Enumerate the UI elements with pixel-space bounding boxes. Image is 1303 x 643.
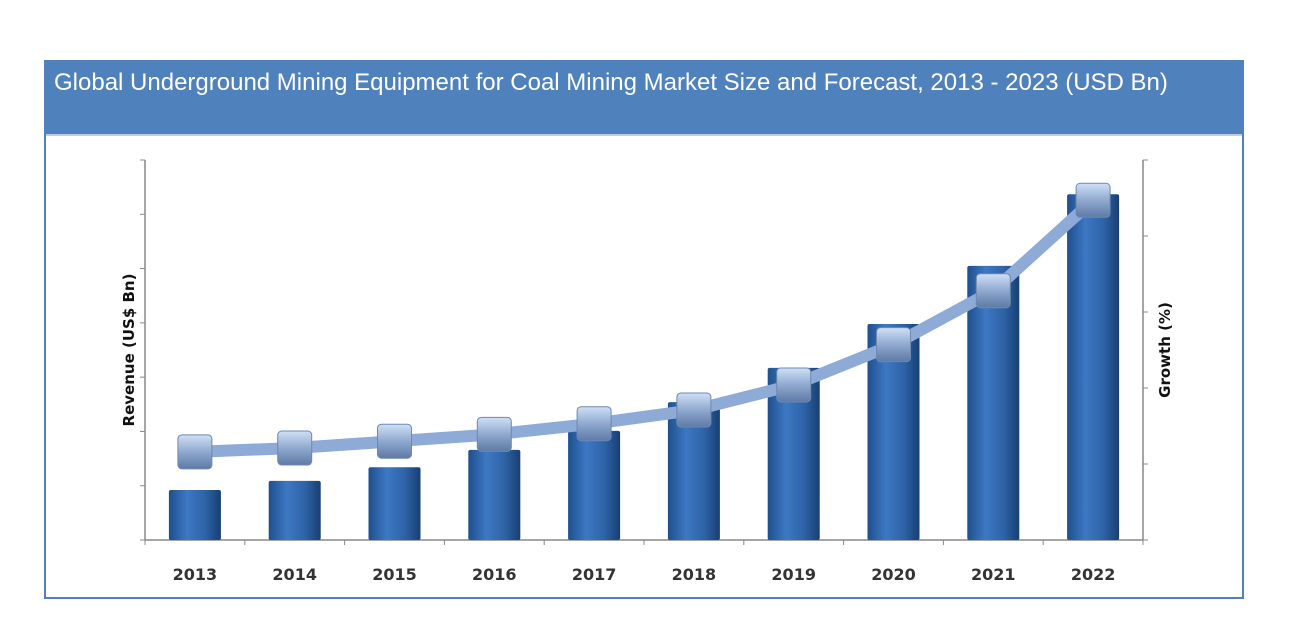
bar-2015	[368, 467, 421, 540]
chart-frame: Global Underground Mining Equipment for …	[44, 60, 1244, 599]
chart-title: Global Underground Mining Equipment for …	[54, 69, 1168, 96]
x-tick-label-2013: 2013	[173, 565, 218, 584]
x-tick-label-2021: 2021	[971, 565, 1016, 584]
bar-2022	[1067, 194, 1120, 540]
bar-2013	[168, 490, 221, 540]
growth-marker-2022	[1075, 182, 1111, 218]
growth-marker-2017	[576, 406, 612, 442]
x-tick-label-2017: 2017	[572, 565, 617, 584]
x-tick-label-2019: 2019	[771, 565, 816, 584]
x-tick-label-2018: 2018	[672, 565, 717, 584]
growth-line	[194, 195, 1098, 458]
bar-2019	[767, 367, 820, 540]
growth-marker-2018	[676, 392, 712, 428]
y-axis-title: Revenue (US$ Bn)	[120, 274, 138, 427]
x-tick-label-2014: 2014	[272, 565, 317, 584]
bar-2014	[268, 480, 321, 540]
bar-2018	[667, 402, 720, 540]
x-tick-label-2015: 2015	[372, 565, 417, 584]
x-tick-label-2016: 2016	[472, 565, 517, 584]
growth-marker-2019	[776, 367, 812, 403]
growth-marker-2015	[377, 423, 412, 459]
title-bar: Global Underground Mining Equipment for …	[46, 62, 1242, 136]
growth-marker-2016	[476, 416, 512, 452]
bar-2017	[568, 430, 621, 540]
bar-2020	[867, 323, 920, 540]
growth-marker-2014	[277, 430, 313, 466]
bar-2016	[468, 449, 521, 540]
x-tick-label-2022: 2022	[1071, 565, 1116, 584]
y2-axis-title: Growth (%)	[1156, 302, 1174, 398]
growth-marker-2020	[876, 327, 911, 363]
growth-marker-2013	[177, 434, 213, 470]
x-tick-label-2020: 2020	[871, 565, 916, 584]
growth-marker-2021	[975, 273, 1011, 309]
bar-2021	[967, 265, 1020, 540]
